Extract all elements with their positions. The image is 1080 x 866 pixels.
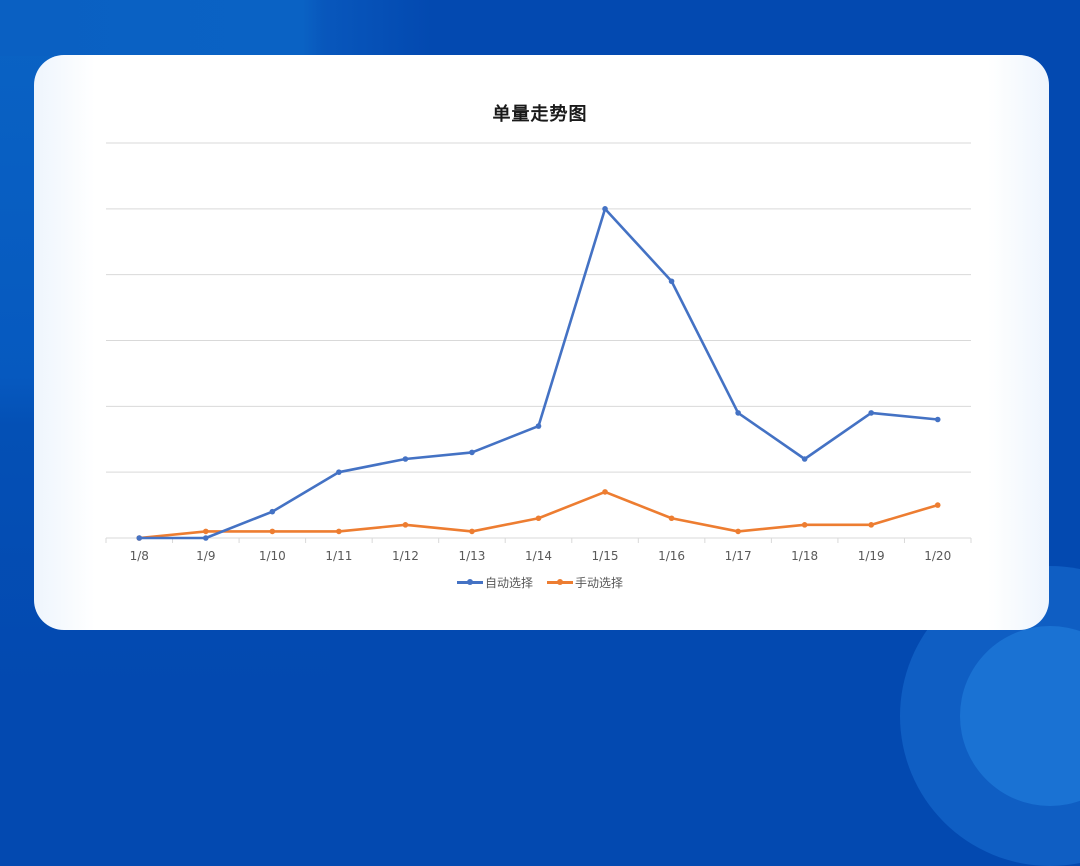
data-point-marker [934, 502, 941, 508]
legend-line-marker-icon [547, 579, 573, 585]
x-tick-label: 1/20 [924, 549, 951, 563]
data-point-marker [535, 515, 542, 522]
data-point-marker [136, 535, 143, 541]
data-point-marker [668, 515, 675, 522]
data-point-marker [402, 456, 409, 462]
data-point-marker [801, 456, 808, 462]
x-tick-label: 1/17 [725, 549, 752, 563]
x-tick-label: 1/14 [525, 549, 552, 563]
data-point-marker [203, 535, 209, 541]
data-point-marker [469, 528, 475, 535]
x-tick-label: 1/8 [130, 549, 149, 563]
data-point-marker [868, 522, 874, 528]
legend-item: 手动选择 [547, 574, 623, 591]
data-point-marker [269, 508, 276, 515]
x-axis: 1/8 1/9 1/10 1/11 1/12 1/13 1/14 1/15 1/16 1/17 1/… [105, 538, 972, 563]
data-point-marker [735, 528, 741, 535]
data-point-marker [469, 449, 475, 456]
background-top-band [0, 0, 1080, 56]
data-point-marker [934, 416, 941, 423]
x-tick-label: 1/9 [196, 549, 215, 563]
data-point-marker [203, 528, 209, 535]
data-point-marker [735, 410, 741, 416]
series-line [139, 207, 938, 540]
data-point-marker [535, 423, 542, 429]
legend-line-marker-icon [456, 579, 483, 585]
chart-card [34, 55, 1049, 630]
series-line [139, 490, 939, 540]
data-point-marker [336, 469, 342, 475]
data-point-marker [801, 522, 808, 528]
data-point-marker [269, 528, 276, 535]
data-point-marker [336, 528, 342, 535]
x-tick-label: 1/13 [458, 549, 485, 563]
legend-item: 自动选择 [456, 574, 533, 591]
data-point-marker [402, 522, 409, 528]
line-chart-plot-area: 1/8 1/9 1/10 1/11 1/12 1/13 1/14 1/15 1/16 1/17 1/… [105, 142, 972, 563]
x-tick-label: 1/11 [325, 549, 352, 563]
x-tick-label: 1/16 [658, 549, 685, 563]
x-tick-label: 1/10 [259, 549, 286, 563]
data-point-marker [602, 206, 608, 212]
legend-label: 自动选择 [484, 576, 533, 590]
chart-title: 单量走势图 [492, 104, 588, 125]
data-point-marker [668, 278, 675, 285]
x-tick-label: 1/18 [791, 549, 818, 563]
x-tick-label: 1/15 [592, 549, 619, 563]
x-tick-label: 1/12 [392, 549, 419, 563]
x-tick-label: 1/19 [858, 549, 885, 563]
data-point-marker [602, 489, 608, 495]
gridlines [106, 142, 971, 539]
legend-label: 手动选择 [575, 576, 624, 590]
data-series [136, 206, 941, 541]
data-point-marker [868, 410, 874, 416]
chart-legend: 自动选择 手动选择 [0, 574, 1080, 591]
